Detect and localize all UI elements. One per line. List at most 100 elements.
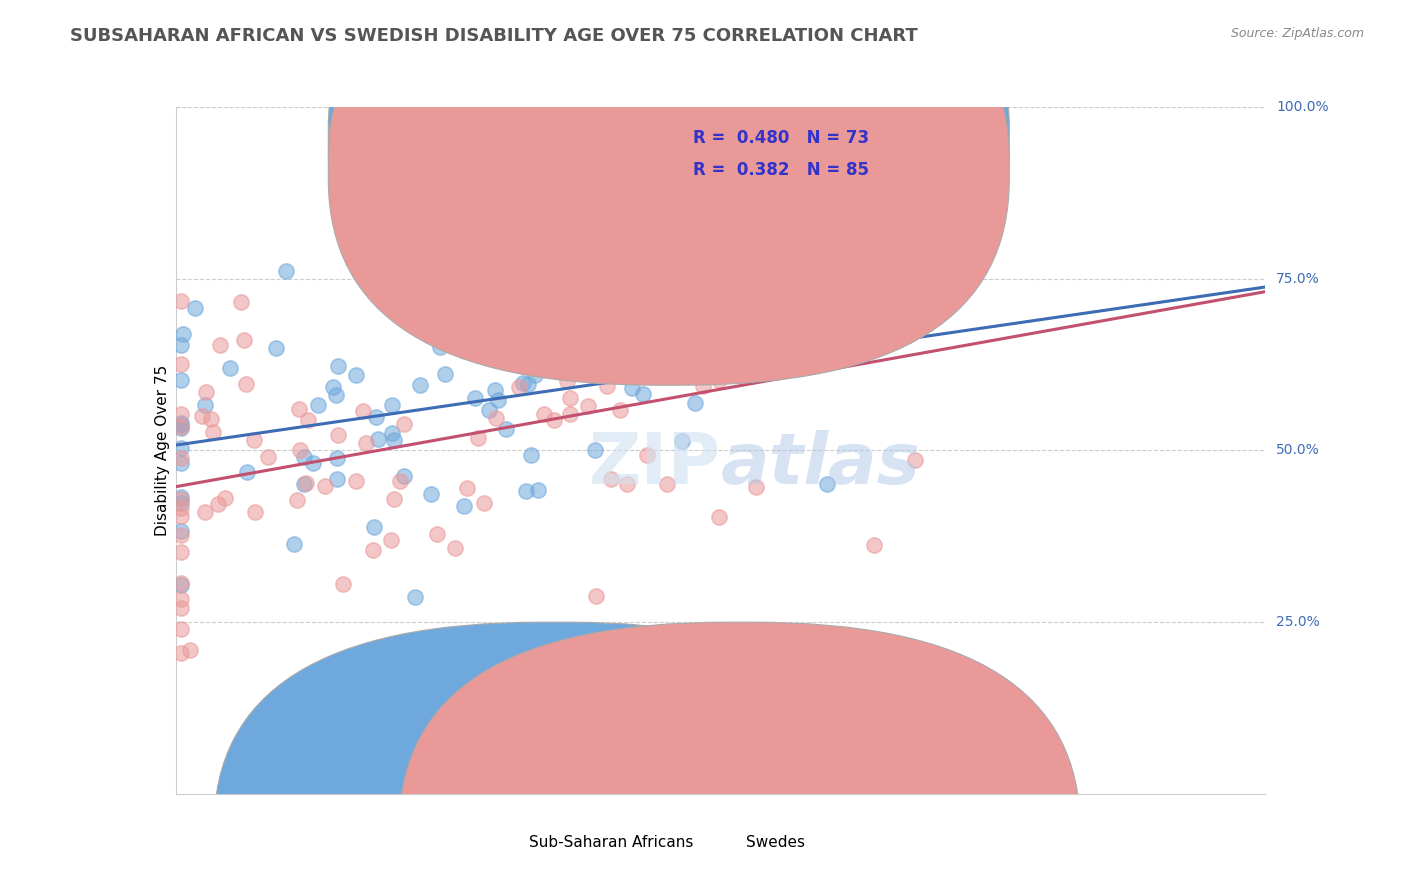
- Text: Swedes: Swedes: [745, 835, 804, 850]
- Point: [344, 368, 367, 383]
- Point: [429, 340, 451, 354]
- Point: [170, 575, 193, 590]
- Point: [583, 442, 606, 457]
- Point: [555, 262, 578, 277]
- Point: [904, 453, 927, 467]
- Point: [307, 398, 329, 412]
- Point: [194, 398, 217, 412]
- Point: [467, 432, 489, 446]
- Point: [381, 398, 404, 412]
- Point: [325, 388, 347, 402]
- Point: [200, 411, 222, 425]
- Point: [243, 505, 266, 519]
- Text: Source: ZipAtlas.com: Source: ZipAtlas.com: [1230, 27, 1364, 40]
- Point: [256, 450, 278, 464]
- Point: [194, 385, 217, 400]
- Point: [661, 351, 683, 366]
- Point: [419, 487, 441, 501]
- Point: [179, 643, 201, 657]
- Text: 50.0%: 50.0%: [1277, 443, 1320, 458]
- Point: [170, 490, 193, 504]
- Point: [170, 420, 193, 434]
- Point: [170, 591, 193, 606]
- Point: [765, 266, 787, 280]
- Point: [326, 359, 349, 374]
- Point: [609, 403, 631, 417]
- Point: [806, 316, 828, 330]
- Point: [444, 290, 467, 304]
- Point: [183, 301, 205, 315]
- Point: [361, 543, 384, 558]
- Point: [170, 457, 193, 471]
- Point: [404, 591, 426, 605]
- Text: R =  0.480   N = 73: R = 0.480 N = 73: [693, 129, 869, 147]
- Point: [707, 373, 730, 387]
- Point: [170, 524, 193, 538]
- Text: Sub-Saharan Africans: Sub-Saharan Africans: [530, 835, 693, 850]
- Point: [523, 286, 546, 301]
- Point: [389, 474, 412, 488]
- Point: [285, 493, 308, 508]
- Point: [815, 476, 838, 491]
- Point: [555, 374, 578, 388]
- Point: [214, 491, 236, 505]
- Point: [332, 577, 354, 591]
- Text: 25.0%: 25.0%: [1277, 615, 1320, 629]
- Point: [170, 417, 193, 432]
- Point: [484, 383, 506, 397]
- Text: 100.0%: 100.0%: [1277, 100, 1329, 114]
- Point: [170, 421, 193, 435]
- Point: [671, 434, 693, 448]
- Point: [707, 509, 730, 524]
- Point: [302, 456, 325, 470]
- Point: [789, 361, 811, 376]
- Point: [191, 409, 214, 424]
- Point: [870, 293, 893, 308]
- Point: [172, 327, 194, 342]
- Point: [381, 426, 404, 441]
- Point: [170, 357, 193, 371]
- Point: [354, 436, 377, 450]
- Point: [170, 442, 193, 456]
- Point: [426, 526, 449, 541]
- Point: [451, 294, 474, 309]
- Point: [533, 408, 555, 422]
- Text: SUBSAHARAN AFRICAN VS SWEDISH DISABILITY AGE OVER 75 CORRELATION CHART: SUBSAHARAN AFRICAN VS SWEDISH DISABILITY…: [70, 27, 918, 45]
- Point: [762, 283, 785, 297]
- Point: [486, 392, 509, 407]
- Point: [194, 505, 217, 519]
- Point: [495, 422, 517, 436]
- Point: [231, 295, 253, 310]
- Point: [519, 448, 541, 462]
- Point: [516, 377, 538, 392]
- Point: [325, 472, 347, 486]
- Point: [290, 443, 312, 458]
- Point: [508, 380, 530, 394]
- Point: [326, 451, 349, 466]
- Point: [382, 492, 405, 507]
- Point: [170, 496, 193, 510]
- Point: [170, 622, 193, 636]
- Point: [170, 578, 193, 592]
- Point: [292, 450, 315, 464]
- Point: [762, 219, 785, 233]
- Point: [170, 373, 193, 387]
- Point: [744, 480, 766, 494]
- Point: [409, 378, 432, 392]
- Point: [288, 402, 311, 417]
- Point: [294, 475, 316, 490]
- Point: [614, 188, 637, 202]
- Point: [576, 399, 599, 413]
- Point: [453, 499, 475, 513]
- Point: [208, 338, 231, 352]
- Point: [464, 391, 486, 405]
- Point: [472, 495, 495, 509]
- Point: [742, 280, 765, 294]
- Point: [170, 508, 193, 523]
- Point: [170, 528, 193, 542]
- Point: [170, 491, 193, 506]
- Point: [235, 376, 257, 391]
- Point: [170, 293, 193, 308]
- Point: [264, 341, 287, 355]
- Point: [602, 176, 624, 190]
